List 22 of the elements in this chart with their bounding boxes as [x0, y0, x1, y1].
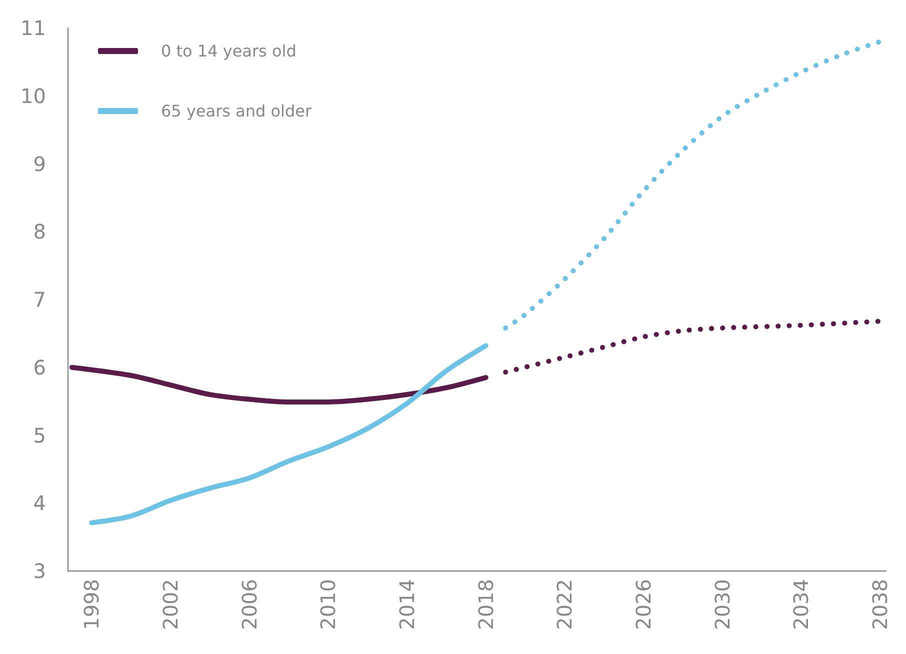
x-tick-label: 1998 [80, 579, 104, 630]
y-tick-label: 10 [20, 84, 46, 108]
x-tick-label: 2026 [632, 579, 656, 630]
y-tick-label: 4 [33, 491, 46, 516]
y-tick-label: 7 [33, 288, 46, 312]
legend-label: 0 to 14 years old [161, 42, 296, 60]
x-tick-label: 2014 [395, 579, 420, 630]
x-tick-label: 2002 [158, 579, 182, 630]
x-tick-label: 2038 [868, 579, 892, 630]
y-tick-label: 3 [33, 559, 46, 583]
x-tick-label: 2030 [710, 579, 734, 630]
x-tick-label: 2018 [474, 579, 498, 630]
x-tick-label: 2010 [316, 579, 340, 630]
y-tick-label: 6 [33, 355, 46, 380]
y-tick-label: 8 [33, 220, 46, 244]
x-tick-label: 2022 [552, 579, 577, 630]
legend-label: 65 years and older [161, 102, 312, 120]
x-tick-label: 2006 [237, 579, 262, 630]
y-tick-label: 5 [33, 423, 46, 448]
y-tick-label: 11 [20, 16, 46, 40]
y-tick-label: 9 [33, 152, 46, 176]
x-tick-label: 2034 [789, 579, 814, 630]
